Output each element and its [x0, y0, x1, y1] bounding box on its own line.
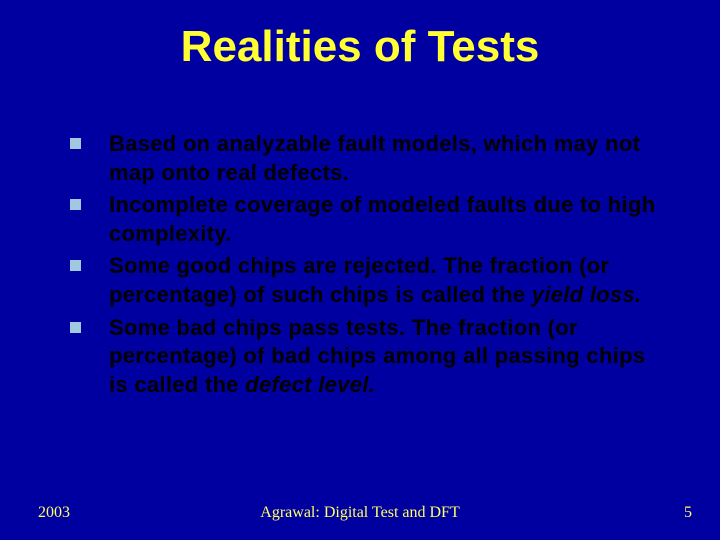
- bullet-square-icon: [70, 260, 81, 271]
- slide-footer: 2003 Agrawal: Digital Test and DFT 5: [0, 504, 720, 522]
- bullet-square-icon: [70, 322, 81, 333]
- footer-center: Agrawal: Digital Test and DFT: [260, 504, 459, 522]
- slide-title: Realities of Tests: [0, 0, 720, 72]
- bullet-item: Some bad chips pass tests. The fraction …: [70, 314, 670, 400]
- slide: Realities of Tests Based on analyzable f…: [0, 0, 720, 540]
- bullet-text: Some good chips are rejected. The fracti…: [109, 252, 670, 309]
- bullet-text: Incomplete coverage of modeled faults du…: [109, 191, 670, 248]
- bullet-item: Incomplete coverage of modeled faults du…: [70, 191, 670, 248]
- slide-body: Based on analyzable fault models, which …: [70, 130, 670, 403]
- bullet-square-icon: [70, 199, 81, 210]
- footer-left: 2003: [38, 504, 70, 522]
- footer-right: 5: [684, 504, 692, 522]
- bullet-text: Some bad chips pass tests. The fraction …: [109, 314, 670, 400]
- bullet-text: Based on analyzable fault models, which …: [109, 130, 670, 187]
- bullet-item: Based on analyzable fault models, which …: [70, 130, 670, 187]
- bullet-square-icon: [70, 138, 81, 149]
- bullet-item: Some good chips are rejected. The fracti…: [70, 252, 670, 309]
